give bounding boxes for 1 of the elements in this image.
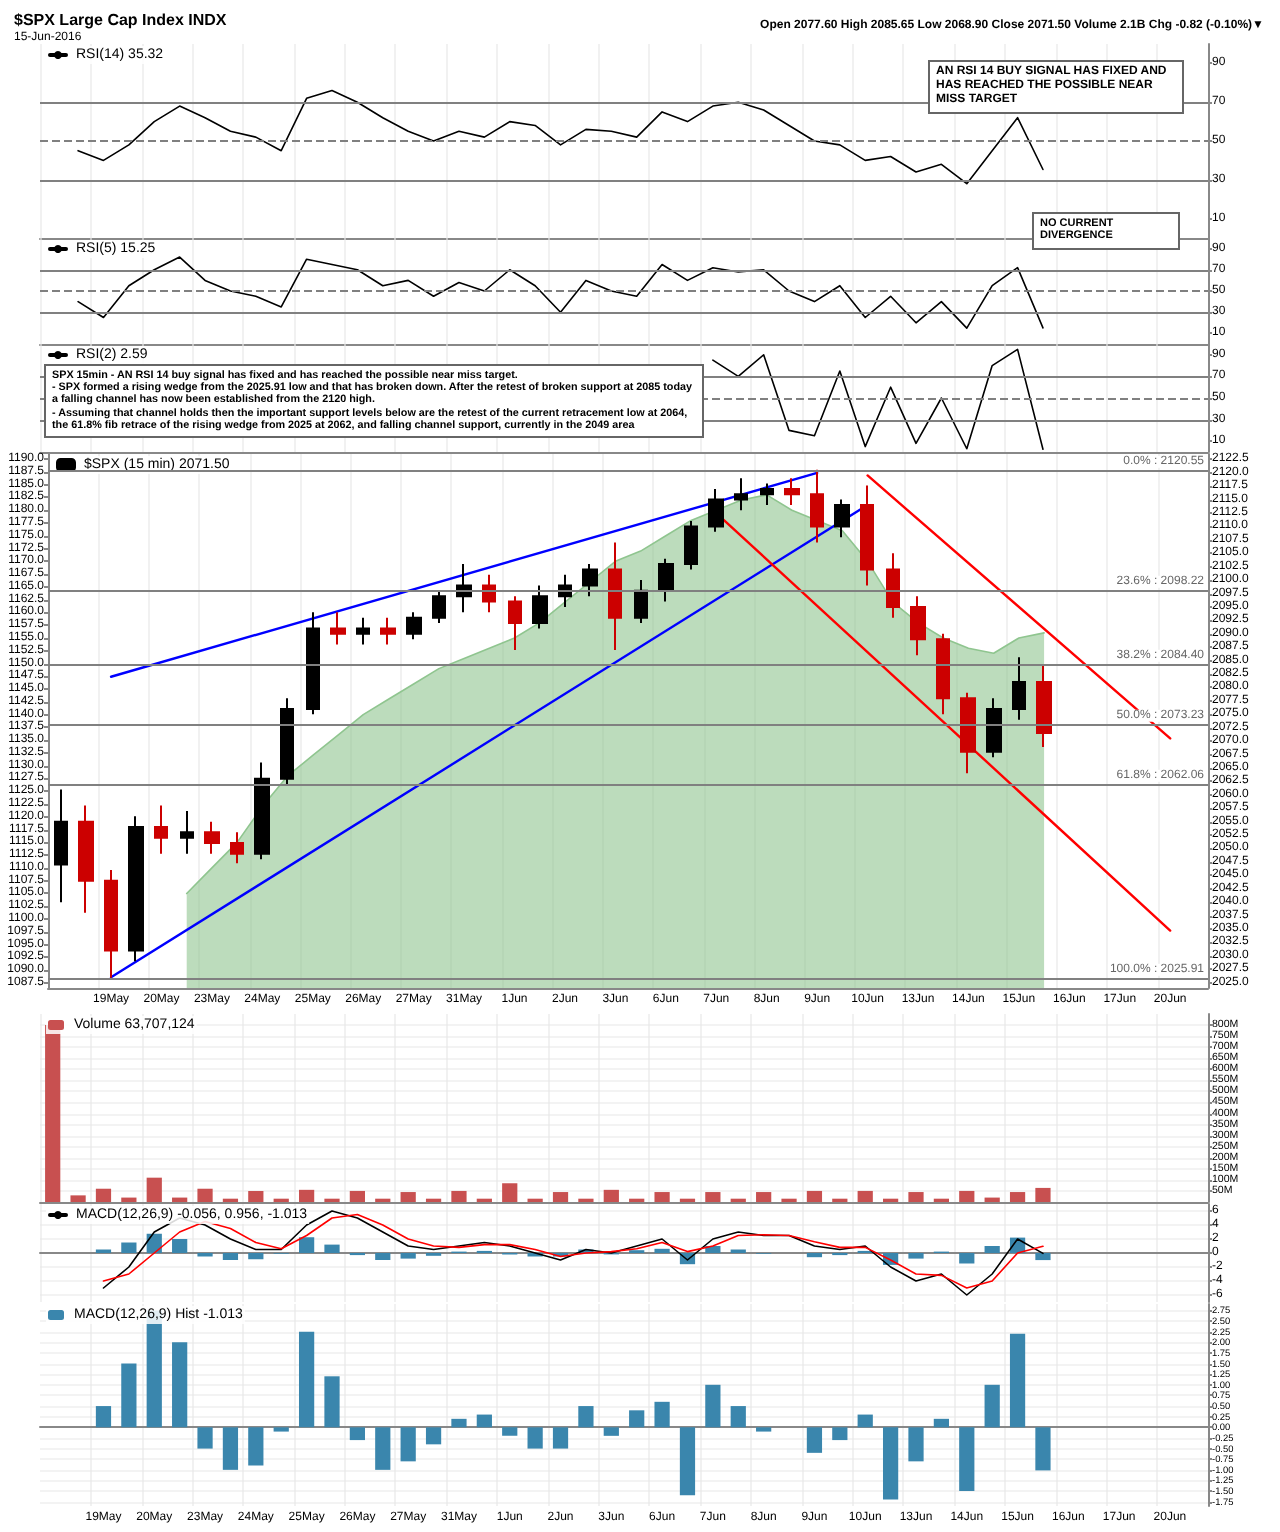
chart-title: $SPX Large Cap Index INDX bbox=[14, 11, 228, 29]
